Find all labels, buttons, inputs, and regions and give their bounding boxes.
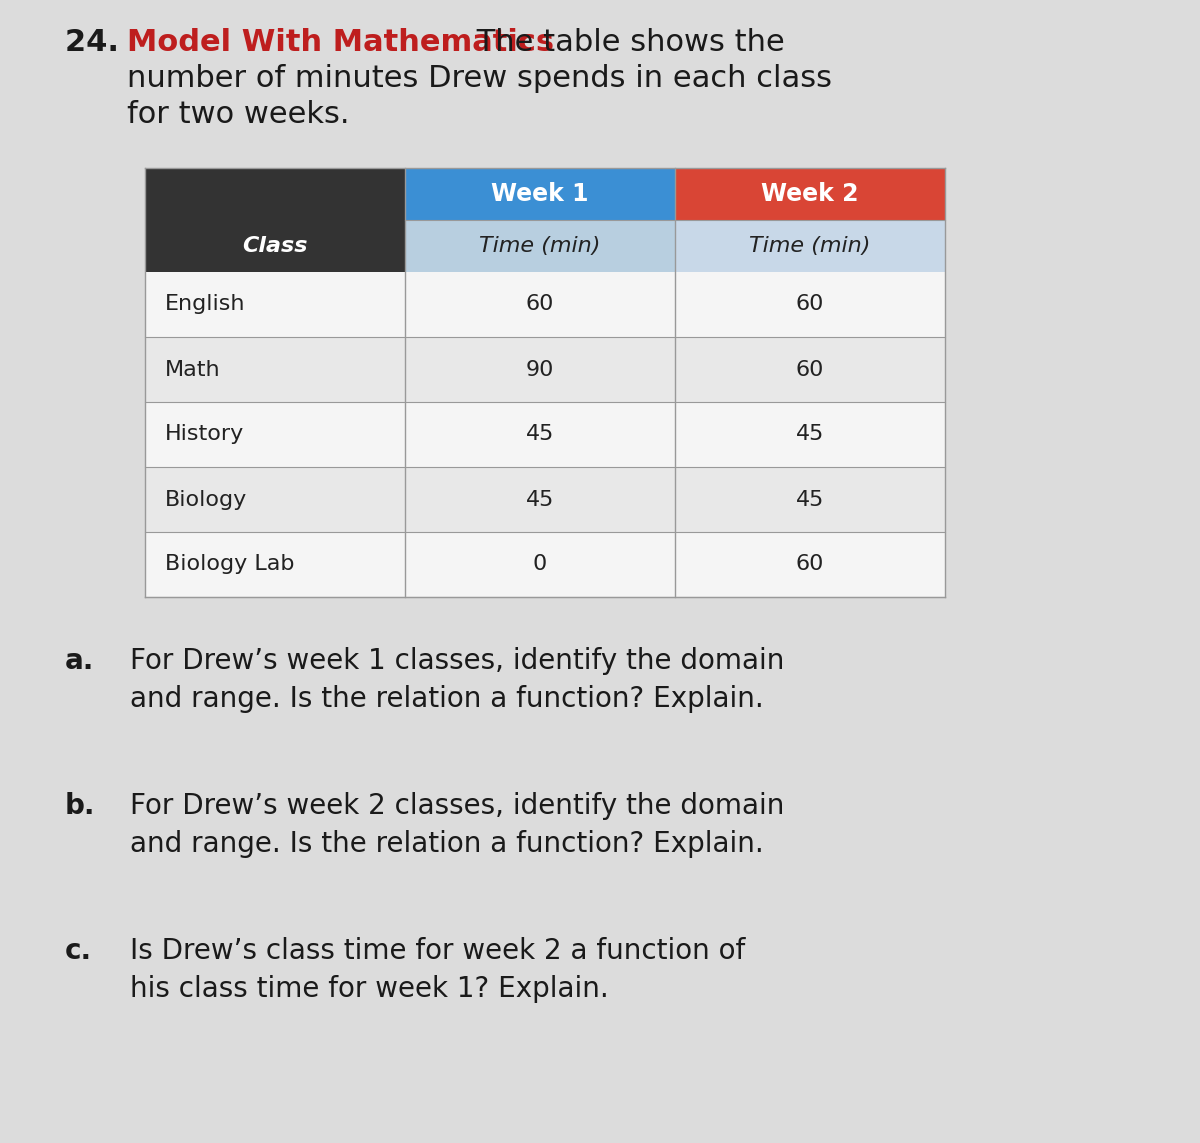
Text: Week 1: Week 1	[491, 182, 589, 206]
Text: 60: 60	[796, 360, 824, 379]
Text: History: History	[166, 424, 245, 445]
Text: and range. Is the relation a function? Explain.: and range. Is the relation a function? E…	[130, 830, 763, 858]
Text: 45: 45	[796, 489, 824, 510]
Bar	[145, 168, 406, 272]
Text: b.: b.	[65, 792, 96, 820]
Text: Biology: Biology	[166, 489, 247, 510]
Bar	[145, 337, 946, 402]
Text: For Drew’s week 2 classes, identify the domain: For Drew’s week 2 classes, identify the …	[130, 792, 785, 820]
Text: and range. Is the relation a function? Explain.: and range. Is the relation a function? E…	[130, 685, 763, 713]
Text: 60: 60	[796, 554, 824, 575]
Text: 90: 90	[526, 360, 554, 379]
Text: Class: Class	[242, 235, 307, 256]
Text: Time (min): Time (min)	[479, 235, 601, 256]
Bar	[674, 219, 946, 272]
Text: Biology Lab: Biology Lab	[166, 554, 294, 575]
Text: English: English	[166, 295, 246, 314]
Text: 45: 45	[526, 424, 554, 445]
Text: Time (min): Time (min)	[749, 235, 871, 256]
Bar	[145, 402, 946, 467]
Bar	[145, 467, 946, 531]
Text: number of minutes Drew spends in each class: number of minutes Drew spends in each cl…	[127, 64, 832, 93]
Text: 24.: 24.	[65, 27, 130, 57]
Bar	[674, 168, 946, 219]
Bar	[406, 219, 674, 272]
Text: for two weeks.: for two weeks.	[127, 99, 349, 129]
Bar	[145, 531, 946, 597]
Text: For Drew’s week 1 classes, identify the domain: For Drew’s week 1 classes, identify the …	[130, 647, 785, 676]
Text: 45: 45	[526, 489, 554, 510]
Text: c.: c.	[65, 937, 92, 965]
Bar	[145, 272, 946, 337]
Text: 60: 60	[796, 295, 824, 314]
Text: his class time for week 1? Explain.: his class time for week 1? Explain.	[130, 975, 608, 1004]
Bar	[406, 168, 674, 219]
Text: Week 2: Week 2	[761, 182, 859, 206]
Text: 45: 45	[796, 424, 824, 445]
Text: a.: a.	[65, 647, 95, 676]
Text: 60: 60	[526, 295, 554, 314]
Text: Math: Math	[166, 360, 221, 379]
Text: Is Drew’s class time for week 2 a function of: Is Drew’s class time for week 2 a functi…	[130, 937, 745, 965]
Text: The table shows the: The table shows the	[467, 27, 785, 57]
Text: 0: 0	[533, 554, 547, 575]
Text: Model With Mathematics: Model With Mathematics	[127, 27, 554, 57]
